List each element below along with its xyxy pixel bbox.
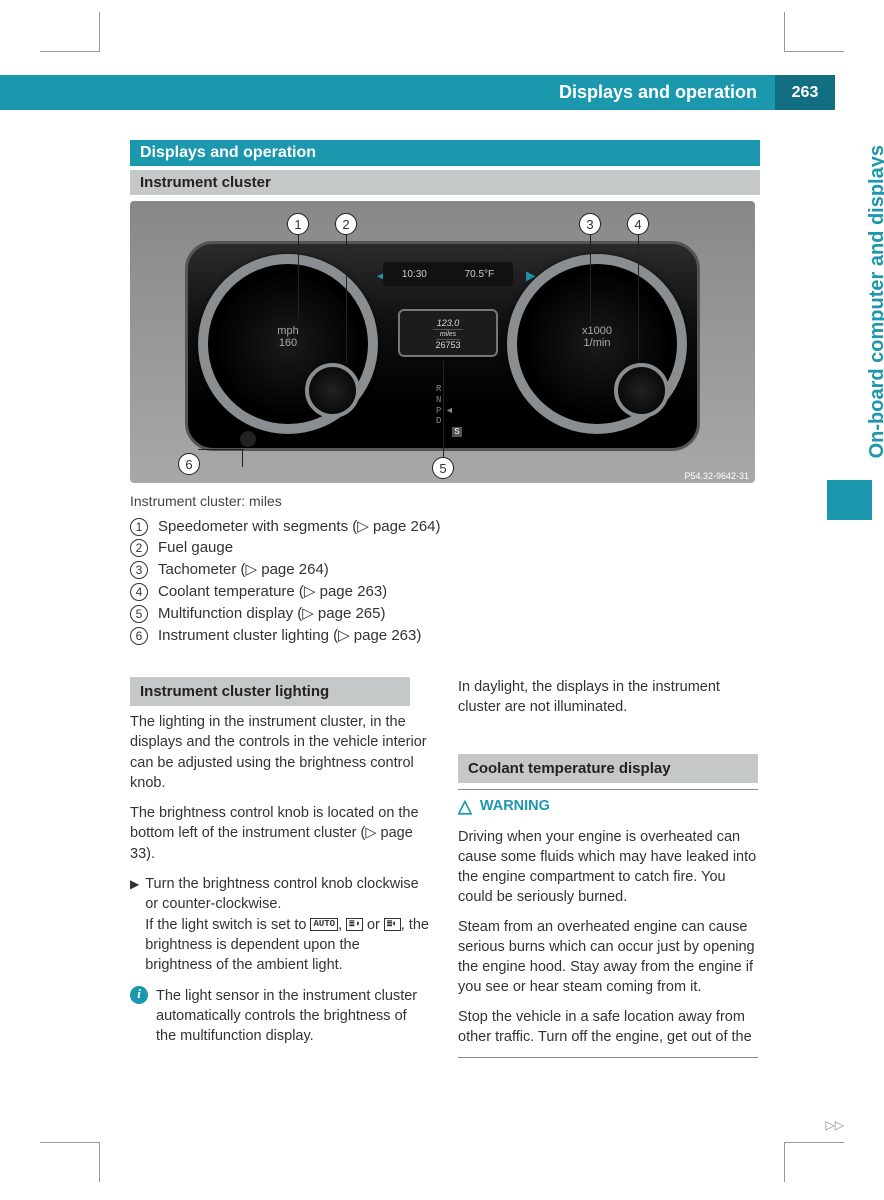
- figure-code: P54.32-9642-31: [684, 471, 749, 481]
- step-text: Turn the brightness control knob clockwi…: [145, 874, 430, 975]
- side-tab-block: [827, 480, 872, 520]
- legend-item: 1Speedometer with segments (▷ page 264): [130, 517, 760, 536]
- legend-item: 3Tachometer (▷ page 264): [130, 560, 760, 579]
- info-icon: i: [130, 986, 148, 1004]
- legend-list: 1Speedometer with segments (▷ page 264) …: [130, 517, 760, 645]
- callout-5: 5: [432, 457, 454, 479]
- callout-2: 2: [335, 213, 357, 235]
- warning-triangle-icon: △: [458, 794, 472, 819]
- callout-line: [346, 233, 347, 363]
- subsection-heading: Instrument cluster lighting: [130, 677, 410, 706]
- crop-mark: [784, 12, 844, 52]
- figure-caption: Instrument cluster: miles: [130, 493, 760, 509]
- top-display: 10:30 70.5°F: [383, 262, 513, 286]
- right-column: In daylight, the displays in the instrum…: [458, 677, 758, 1058]
- legend-item: 5Multifunction display (▷ page 265): [130, 604, 760, 623]
- trip-value: 123.0: [433, 317, 464, 330]
- body-text: The lighting in the instrument cluster, …: [130, 712, 430, 793]
- warning-header: △ WARNING: [458, 790, 758, 821]
- two-column-body: Instrument cluster lighting The lighting…: [130, 677, 760, 1058]
- info-note: i The light sensor in the instrument clu…: [130, 986, 430, 1047]
- warning-box: △ WARNING Driving when your engine is ov…: [458, 789, 758, 1058]
- legend-text: Multifunction display (▷ page 265): [158, 604, 386, 622]
- legend-text: Speedometer with segments (▷ page 264): [158, 517, 441, 535]
- gear-indicator: R N P ◄ D S: [436, 384, 462, 438]
- brightness-knob: [240, 431, 256, 447]
- legend-item: 6Instrument cluster lighting (▷ page 263…: [130, 626, 760, 645]
- body-text: In daylight, the displays in the instrum…: [458, 677, 758, 718]
- left-column: Instrument cluster lighting The lighting…: [130, 677, 430, 1058]
- body-text: The brightness control knob is located o…: [130, 803, 430, 864]
- page-header-title: Displays and operation: [559, 82, 757, 103]
- warning-text: Steam from an overheated engine can caus…: [458, 917, 758, 997]
- instrument-cluster-figure: ◄ ► 10:30 70.5°F mph160 x10001/min 123.0…: [130, 201, 755, 483]
- continued-indicator-icon: ▷▷: [826, 1118, 844, 1132]
- callout-6: 6: [178, 453, 200, 475]
- callout-3: 3: [579, 213, 601, 235]
- crop-mark: [784, 1142, 844, 1182]
- warning-body: Driving when your engine is overheated c…: [458, 827, 758, 1047]
- page-number: 263: [775, 75, 835, 110]
- page-header-bar: Displays and operation: [0, 75, 775, 110]
- warning-text: Stop the vehicle in a safe location away…: [458, 1007, 758, 1047]
- callout-line: [590, 233, 591, 323]
- low-beam-icon: ≣◐: [384, 918, 401, 931]
- warning-label: WARNING: [480, 796, 550, 816]
- section-heading-primary: Displays and operation: [130, 140, 760, 166]
- subsection-heading: Coolant temperature display: [458, 754, 758, 783]
- speedometer-gauge: mph160: [198, 254, 378, 434]
- auto-switch-icon: AUTO: [310, 918, 338, 931]
- crop-mark: [40, 12, 100, 52]
- parking-light-icon: ≣◑: [346, 918, 363, 931]
- warning-text: Driving when your engine is overheated c…: [458, 827, 758, 907]
- legend-item: 4Coolant temperature (▷ page 263): [130, 582, 760, 601]
- odometer-value: 26753: [435, 340, 460, 350]
- legend-text: Fuel gauge: [158, 539, 233, 556]
- legend-text: Instrument cluster lighting (▷ page 263): [158, 626, 421, 644]
- fuel-gauge: [305, 363, 360, 418]
- callout-4: 4: [627, 213, 649, 235]
- crop-mark: [40, 1142, 100, 1182]
- side-tab-label: On-board computer and displays: [866, 145, 884, 485]
- callout-1: 1: [287, 213, 309, 235]
- callout-line: [443, 361, 444, 459]
- content-area: Displays and operation Instrument cluste…: [130, 140, 760, 1058]
- tacho-scale: x10001/min: [517, 325, 677, 349]
- info-text: The light sensor in the instrument clust…: [156, 986, 430, 1047]
- trip-unit: miles: [436, 330, 460, 340]
- legend-item: 2Fuel gauge: [130, 539, 760, 557]
- callout-line: [198, 449, 243, 450]
- callout-line: [298, 233, 299, 323]
- clock-value: 10:30: [402, 269, 427, 280]
- step-item: ▶ Turn the brightness control knob clock…: [130, 874, 430, 975]
- speedo-scale: mph160: [208, 325, 368, 349]
- section-heading-secondary: Instrument cluster: [130, 170, 760, 195]
- outside-temp-value: 70.5°F: [465, 269, 495, 280]
- coolant-temp-gauge: [614, 363, 669, 418]
- tachometer-gauge: x10001/min: [507, 254, 687, 434]
- legend-text: Coolant temperature (▷ page 263): [158, 582, 387, 600]
- multifunction-display: 123.0 miles 26753: [398, 309, 498, 357]
- triangle-bullet-icon: ▶: [130, 874, 139, 975]
- legend-text: Tachometer (▷ page 264): [158, 560, 329, 578]
- callout-line: [242, 449, 243, 467]
- callout-line: [638, 233, 639, 363]
